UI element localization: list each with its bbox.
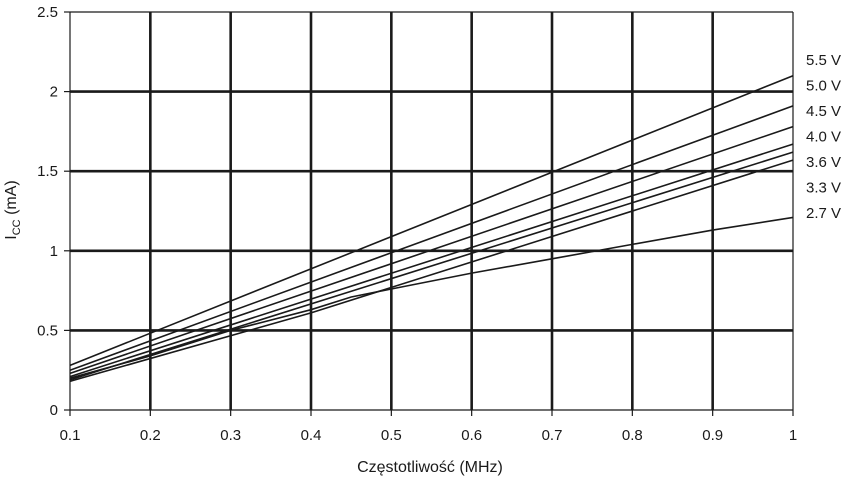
series-lines [69, 74, 794, 383]
x-tick-label: 0.6 [461, 427, 482, 444]
y-axis-title-rest: (mA) [3, 180, 20, 219]
x-tick-label: 0.1 [60, 427, 81, 444]
series-line-5-0-V [69, 105, 794, 371]
x-tick-label: 0.9 [702, 427, 723, 444]
series-label: 5.0 V [806, 78, 841, 95]
y-axis-title-sub: CC [11, 219, 23, 235]
x-tick-label: 0.3 [220, 427, 241, 444]
series-line-5-5-V [69, 74, 794, 367]
series-label: 2.7 V [806, 205, 841, 222]
series-label: 4.5 V [806, 103, 841, 120]
x-tick-label: 0.2 [140, 427, 161, 444]
y-tick-label: 2.5 [37, 4, 58, 21]
y-axis-ticks: 0 0.5 1 1.5 2 2.5 [37, 4, 70, 419]
series-line-3-3-V [69, 159, 794, 383]
y-axis-title: ICC (mA) [3, 180, 23, 239]
y-tick-label: 1.5 [37, 163, 58, 180]
series-label: 5.5 V [806, 52, 841, 69]
series-line-4-0-V [69, 143, 794, 378]
y-tick-label: 1 [50, 243, 58, 260]
x-tick-label: 1 [789, 427, 797, 444]
y-axis-title-main: I [3, 235, 20, 239]
y-tick-label: 0.5 [37, 322, 58, 339]
series-label: 4.0 V [806, 129, 841, 146]
series-line-3-6-V [69, 151, 794, 381]
series-label: 3.3 V [806, 180, 841, 197]
y-tick-label: 0 [50, 402, 58, 419]
series-line-4-5-V [69, 125, 794, 375]
x-axis-title: Częstotliwość (MHz) [357, 459, 503, 476]
x-axis-ticks: 0.1 0.2 0.3 0.4 0.5 0.6 0.7 0.8 0.9 1 [60, 410, 797, 444]
series-labels: 5.5 V 5.0 V 4.5 V 4.0 V 3.6 V 3.3 V 2.7 V [806, 52, 841, 222]
x-tick-label: 0.8 [622, 427, 643, 444]
series-line-2-7-V [69, 216, 794, 379]
x-tick-label: 0.7 [542, 427, 563, 444]
x-tick-label: 0.4 [301, 427, 322, 444]
y-tick-label: 2 [50, 84, 58, 101]
series-label: 3.6 V [806, 154, 841, 171]
x-tick-label: 0.5 [381, 427, 402, 444]
